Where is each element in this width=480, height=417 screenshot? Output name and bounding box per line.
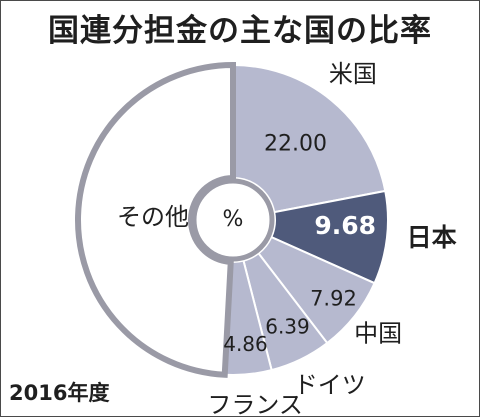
center-hole [191,178,275,262]
slice-name-label: フランス [207,391,303,416]
slice-name-label: その他 [117,203,189,231]
slice-value-label: 6.39 [265,314,310,338]
slice-value-label: 7.92 [310,286,357,310]
slice-value-label: 22.00 [264,131,327,156]
slice-name-label: 日本 [407,223,457,252]
chart-title: 国連分担金の主な国の比率 [48,13,432,49]
slice-6 [75,61,236,378]
slice-1 [232,63,387,214]
slice-name-label: 中国 [354,320,402,348]
center-unit-label: % [223,207,244,232]
slice-name-label: 米国 [329,60,377,88]
slice-2 [270,189,389,285]
slice-name-label: ドイツ [294,371,366,399]
slice-value-label: 4.86 [223,332,268,356]
slice-value-label: 9.68 [314,211,376,240]
year-note: 2016年度 [9,381,110,405]
